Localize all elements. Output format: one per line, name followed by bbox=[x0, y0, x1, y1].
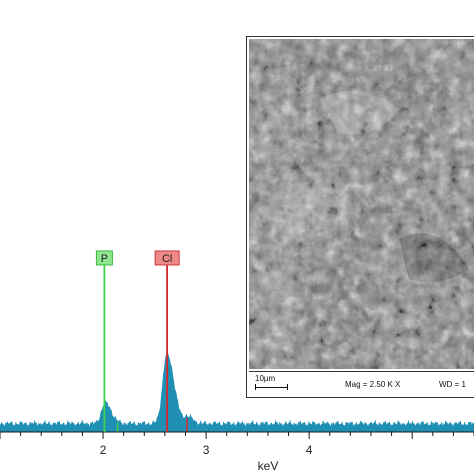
spectrum-plot-area bbox=[0, 349, 474, 433]
element-marker-p: P bbox=[95, 250, 113, 432]
element-tag-label: P bbox=[101, 253, 108, 265]
element-tag bbox=[95, 250, 113, 266]
element-tag-label: Cl bbox=[162, 253, 172, 265]
element-marker-cl: Cl bbox=[154, 250, 180, 432]
x-axis-ticks: 2 3 4 bbox=[0, 432, 474, 457]
sem-micrograph-inset: 10µm Mag = 2.50 K X WD = 1 bbox=[246, 36, 474, 398]
x-tick-label: 2 bbox=[100, 443, 107, 457]
element-tag bbox=[154, 250, 180, 266]
sem-data-bar: 10µm Mag = 2.50 K X WD = 1 bbox=[249, 371, 474, 396]
x-tick-label: 3 bbox=[203, 443, 210, 457]
sem-scale-bar-tick-right bbox=[287, 384, 288, 390]
sem-micrograph-image bbox=[249, 39, 474, 369]
element-markers: P Cl bbox=[95, 250, 180, 432]
x-axis-title: keV bbox=[258, 459, 279, 473]
sem-scale-bar-label: 10µm bbox=[255, 374, 276, 383]
sem-scale-bar-line bbox=[255, 387, 287, 388]
x-tick-label: 4 bbox=[306, 443, 313, 457]
sem-scale-bar-tick-left bbox=[255, 384, 256, 390]
sem-working-distance: WD = 1 bbox=[439, 380, 466, 389]
sem-magnification: Mag = 2.50 K X bbox=[345, 380, 401, 389]
spectrum-area bbox=[0, 349, 474, 433]
